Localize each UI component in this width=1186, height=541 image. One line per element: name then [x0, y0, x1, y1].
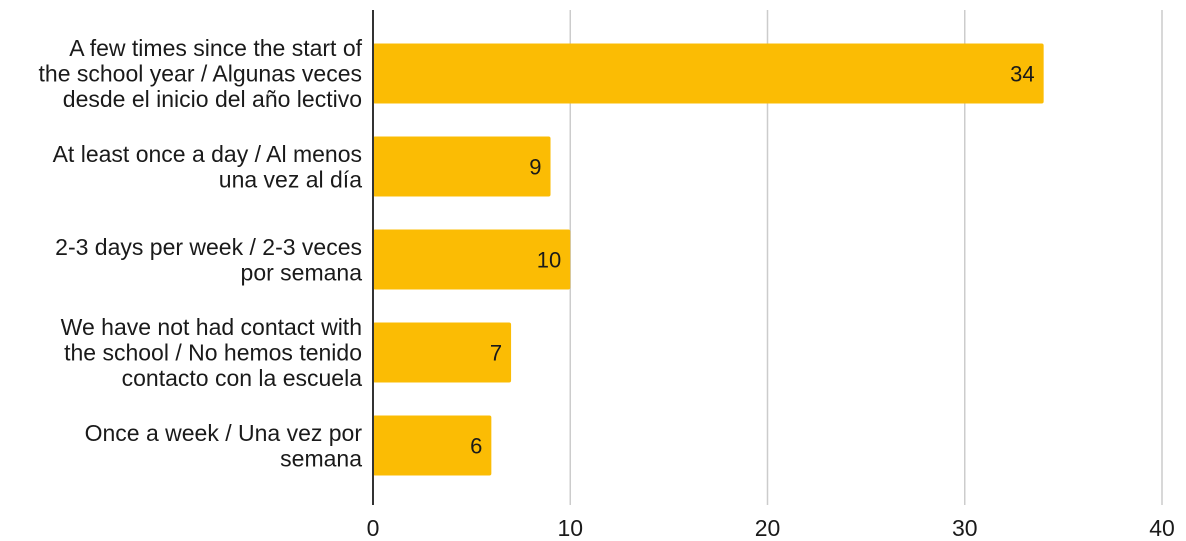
x-tick-label-10: 10 — [557, 515, 583, 541]
category-label-line: desde el inicio del año lectivo — [63, 86, 362, 112]
category-label-line: semana — [280, 445, 362, 471]
data-label-4: 6 — [470, 434, 482, 459]
bar-0 — [373, 43, 1044, 104]
category-label-0: A few times since the start of the school… — [39, 35, 363, 112]
category-label-line: contacto con la escuela — [122, 365, 363, 391]
category-label-3: We have not had contact with the school /… — [61, 314, 363, 391]
data-label-3: 7 — [490, 341, 502, 366]
data-label-0: 34 — [1010, 62, 1034, 87]
bars — [373, 43, 1044, 476]
data-label-1: 9 — [529, 155, 541, 180]
category-label-line: Once a week / Una vez por — [85, 420, 363, 446]
bar-2 — [373, 229, 571, 290]
category-label-line: At least once a day / Al menos — [53, 141, 362, 167]
category-label-line: the school year / Algunas veces — [39, 61, 362, 87]
category-label-1: At least once a day / Al menos una vez al… — [53, 141, 363, 193]
labels: 0 10 20 30 40 34 A few times since the start o… — [39, 35, 1175, 541]
category-label-line: A few times since the start of — [69, 35, 362, 61]
bar-1 — [373, 136, 551, 197]
category-label-line: 2-3 days per week / 2-3 veces — [55, 234, 362, 260]
category-label-2: 2-3 days per week / 2-3 veces por semana — [55, 234, 362, 286]
category-label-line: una vez al día — [219, 166, 362, 192]
bar-4 — [373, 415, 492, 476]
x-tick-label-40: 40 — [1149, 515, 1175, 541]
category-label-4: Once a week / Una vez por semana — [85, 420, 363, 472]
x-tick-label-20: 20 — [755, 515, 781, 541]
x-tick-label-30: 30 — [952, 515, 978, 541]
bar-3 — [373, 322, 512, 383]
category-label-line: the school / No hemos tenido — [64, 340, 362, 366]
category-label-line: por semana — [241, 259, 363, 285]
data-label-2: 10 — [537, 248, 561, 273]
category-label-line: We have not had contact with — [61, 314, 362, 340]
x-tick-label-0: 0 — [367, 515, 380, 541]
